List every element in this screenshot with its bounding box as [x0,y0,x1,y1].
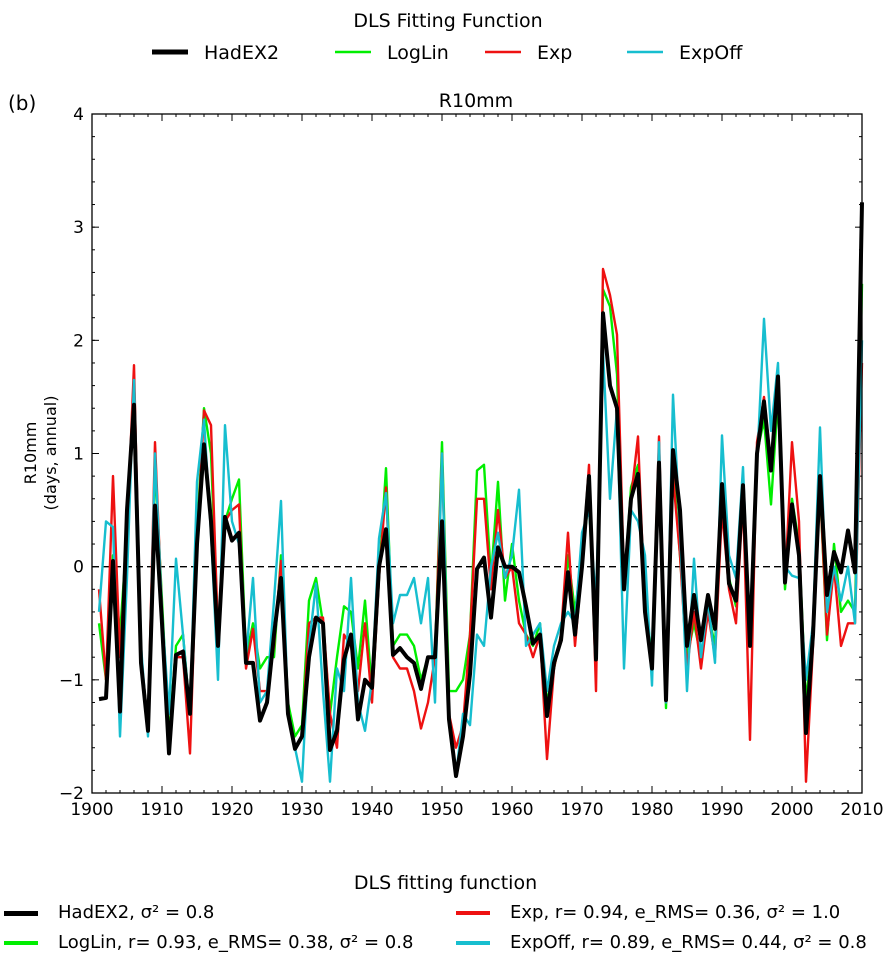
y-axis-label: R10mm (days, annual) [21,396,60,511]
plot-frame [91,113,863,794]
exp-legend-stats: , r= 0.94, e_RMS= 0.36, σ² = 1.0 [543,902,841,923]
series-line-hadex2 [98,202,864,778]
y-tick-label: 1 [73,445,84,465]
top-legend-label-exp: Exp [537,42,572,64]
y-tick-label: 4 [73,105,84,125]
plot-area: 1900 1910 1920 1930 1940 1950 1960 1970 1980 1990… [59,105,884,820]
y-tick-label: −1 [59,671,84,691]
top-legend-label-hadex2: HadEX2 [204,42,279,64]
top-legend: HadEX2 LogLin Exp ExpOff [152,42,743,64]
hadex2-swatch [4,910,38,916]
loglin-swatch [4,941,38,945]
y-tick-label: 2 [73,331,84,351]
y-tick-label: 3 [73,218,84,238]
x-tick-label: 1970 [560,800,603,820]
x-tick-label: 1960 [490,800,533,820]
expoff-swatch [456,941,490,945]
y-axis-label-line2: (days, annual) [41,396,60,511]
top-legend-title: DLS Fitting Function [353,10,542,32]
x-tick-label: 1940 [350,800,393,820]
top-legend-label-loglin: LogLin [387,42,449,64]
x-tick-label: 1930 [280,800,323,820]
x-tick-label: 2000 [770,800,813,820]
exp-legend-name: Exp [510,902,544,923]
x-tick-label: 1910 [140,800,183,820]
y-tick-label: −2 [59,784,84,804]
y-axis-label-line1: R10mm [21,422,40,485]
loglin-legend-stats: , r= 0.93, e_RMS= 0.38, σ² = 0.8 [116,932,414,953]
hadex2-legend-name: HadEX2 [58,902,130,923]
series-line-exp [97,267,864,783]
hadex2-legend-stats: , σ² = 0.8 [129,902,215,923]
panel-label: (b) [8,91,36,115]
y-tick-label: 0 [73,558,84,578]
bottom-legend-title: DLS fitting function [353,872,538,894]
bottom-legend-entry-exp: Exp, r= 0.94, e_RMS= 0.36, σ² = 1.0 [456,902,840,923]
bottom-legend-entry-hadex2: HadEX2, σ² = 0.8 [4,902,214,923]
x-tick-label: 2010 [840,800,883,820]
bottom-legend-entry-loglin: LogLin, r= 0.93, e_RMS= 0.38, σ² = 0.8 [4,932,413,953]
series-line-expoff [97,317,864,783]
expoff-legend-name: ExpOff [510,932,571,953]
x-tick-label: 1900 [70,800,113,820]
exp-swatch [456,911,490,915]
top-legend-label-expoff: ExpOff [679,42,743,64]
bottom-legend-entry-expoff: ExpOff, r= 0.89, e_RMS= 0.44, σ² = 0.8 [456,932,867,953]
x-tick-label: 1920 [210,800,253,820]
loglin-legend-name: LogLin [58,932,117,953]
x-tick-label: 1950 [420,800,463,820]
x-tick-label: 1980 [630,800,673,820]
expoff-legend-stats: , r= 0.89, e_RMS= 0.44, σ² = 0.8 [570,932,867,953]
x-tick-label: 1990 [700,800,743,820]
r10mm-chart: DLS Fitting Function HadEX2 LogLin Exp ExpO… [8,10,884,820]
chart-title: R10mm [439,90,513,112]
